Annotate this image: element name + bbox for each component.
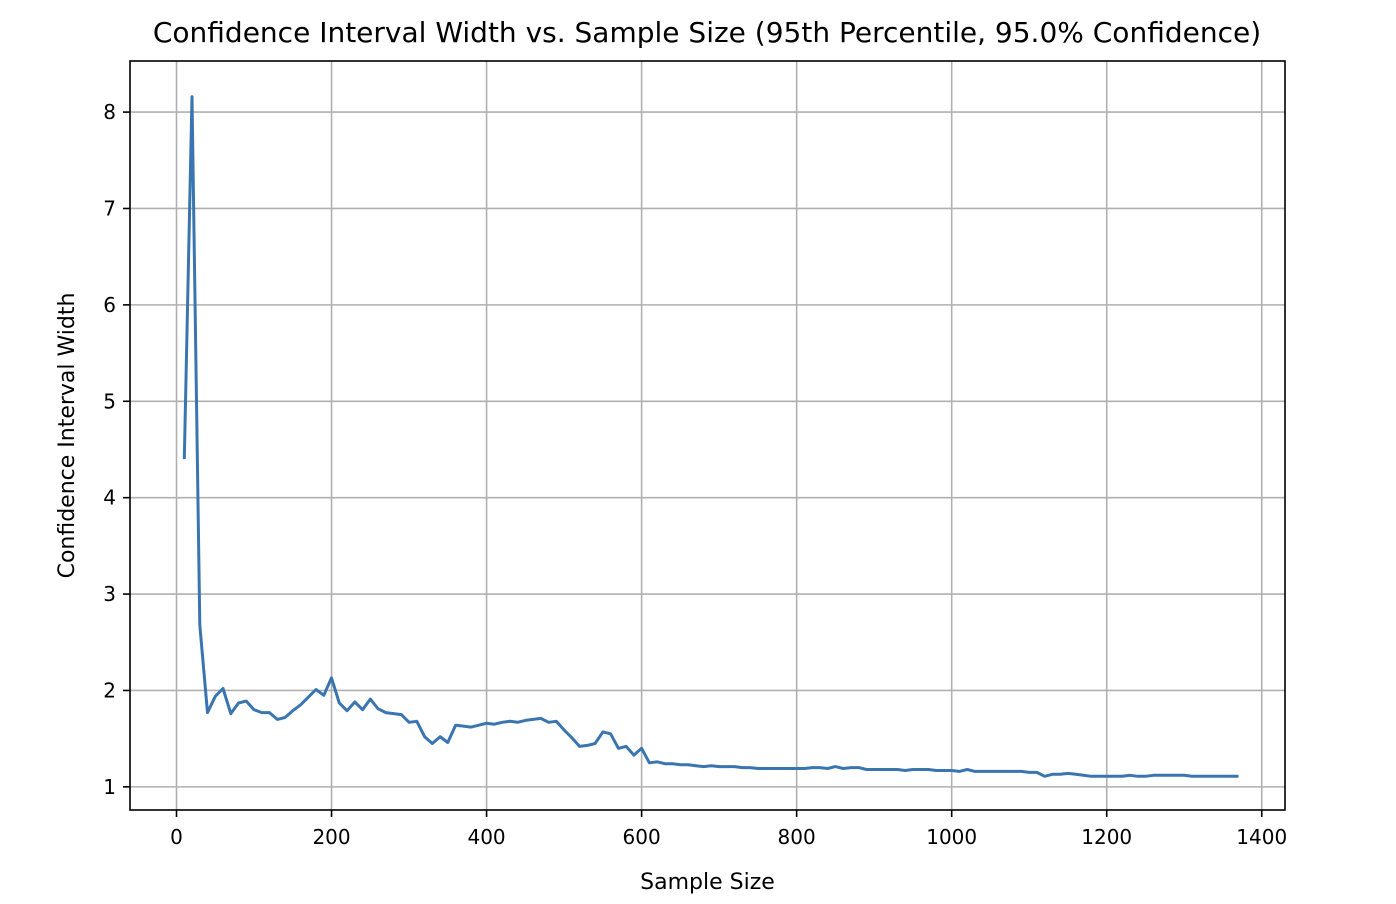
x-tick-label: 200 xyxy=(312,825,350,849)
x-tick-label: 800 xyxy=(778,825,816,849)
x-axis: 0 200 400 600 800 1000 1200 1400 xyxy=(170,810,1287,849)
y-tick-label: 1 xyxy=(103,775,116,799)
x-tick-label: 1000 xyxy=(926,825,977,849)
x-tick-label: 1400 xyxy=(1236,825,1287,849)
axes-frame xyxy=(129,60,1286,811)
x-tick-label: 400 xyxy=(467,825,505,849)
y-tick-label: 7 xyxy=(103,196,116,220)
y-tick-label: 5 xyxy=(103,389,116,413)
grid xyxy=(130,61,1285,810)
plot-area xyxy=(182,95,1239,778)
series-line xyxy=(182,95,1239,778)
y-tick-label: 2 xyxy=(103,678,116,702)
y-tick-label: 4 xyxy=(103,486,116,510)
x-tick-label: 1200 xyxy=(1081,825,1132,849)
y-tick-label: 8 xyxy=(103,100,116,124)
x-tick-label: 0 xyxy=(170,825,183,849)
chart-title: Confidence Interval Width vs. Sample Siz… xyxy=(153,16,1261,49)
y-axis-label: Confidence Interval Width xyxy=(55,293,80,579)
y-tick-label: 3 xyxy=(103,582,116,606)
x-axis-label: Sample Size xyxy=(640,870,775,895)
y-tick-label: 6 xyxy=(103,293,116,317)
y-axis: 1 2 3 4 5 6 7 8 xyxy=(103,100,130,799)
x-tick-label: 600 xyxy=(623,825,661,849)
